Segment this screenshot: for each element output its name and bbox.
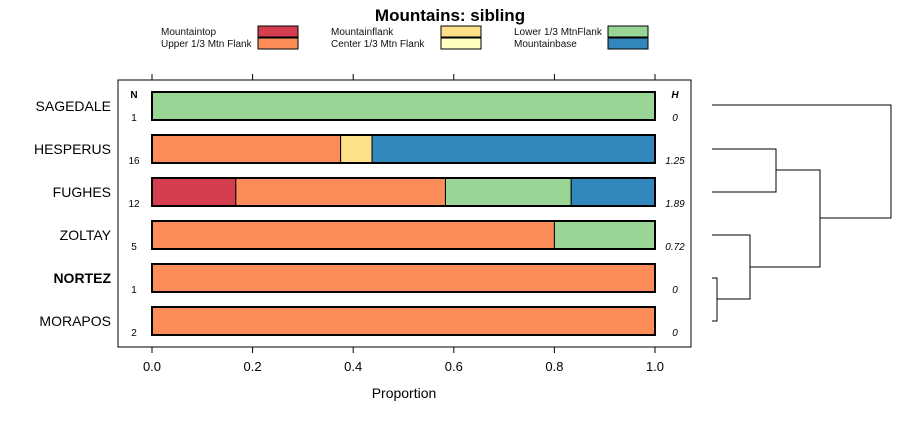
bar-outline bbox=[151, 220, 656, 250]
dendrogram bbox=[712, 104, 892, 322]
bar-segment bbox=[151, 306, 656, 336]
row-label-zoltay: ZOLTAY bbox=[60, 227, 112, 243]
bar-outline bbox=[151, 91, 656, 121]
x-tick-label: 1.0 bbox=[646, 359, 664, 374]
legend-swatch-lower-1-3-mtnflank bbox=[607, 25, 649, 38]
bar-segment bbox=[151, 91, 656, 121]
legend-swatch-mountainflank bbox=[440, 25, 482, 38]
row-label-nortez: NORTEZ bbox=[53, 270, 111, 286]
row-label-fughes: FUGHES bbox=[53, 184, 111, 200]
bar-segment bbox=[553, 220, 656, 250]
x-tick-label: 0.2 bbox=[244, 359, 262, 374]
bar-row-nortez bbox=[151, 263, 656, 293]
n-header: N bbox=[130, 90, 137, 101]
x-tick-label: 0.4 bbox=[344, 359, 362, 374]
legend-label-mountainflank: Mountainflank bbox=[331, 27, 394, 38]
x-axis-title: Proportion bbox=[372, 385, 437, 401]
row-label-morapos: MORAPOS bbox=[39, 313, 111, 329]
legend-swatch-center-1-3-mtn-flank bbox=[440, 37, 482, 50]
row-label-sagedale: SAGEDALE bbox=[36, 98, 111, 114]
x-tick-label: 0.8 bbox=[545, 359, 563, 374]
row-h-value: 0 bbox=[672, 285, 678, 296]
bar-segment bbox=[340, 134, 373, 164]
bar-segment bbox=[570, 177, 656, 207]
dendrogram-branch-zoltay-cluster bbox=[712, 234, 751, 300]
bar-outline bbox=[151, 306, 656, 336]
bar-segment bbox=[151, 220, 555, 250]
bar-segment bbox=[151, 177, 237, 207]
bar-outline bbox=[151, 134, 656, 164]
legend-label-lower-1-3-mtnflank: Lower 1/3 MtnFlank bbox=[514, 27, 603, 38]
bar-segment bbox=[444, 177, 572, 207]
row-h-value: 1.89 bbox=[665, 199, 685, 210]
legend-label-upper-1-3-mtn-flank: Upper 1/3 Mtn Flank bbox=[161, 39, 253, 50]
x-tick-label: 0.6 bbox=[445, 359, 463, 374]
h-header: H bbox=[671, 90, 679, 101]
row-h-value: 0.72 bbox=[665, 242, 685, 253]
legend-label-mountaintop: Mountaintop bbox=[161, 27, 216, 38]
row-n-value: 5 bbox=[131, 242, 137, 253]
dendrogram-branch-hesperus-fughes bbox=[712, 148, 777, 193]
x-tick-label: 0.0 bbox=[143, 359, 161, 374]
row-n-value: 2 bbox=[131, 328, 137, 339]
dendrogram-branch-nortez-morapos bbox=[712, 277, 718, 322]
bar-outline bbox=[151, 263, 656, 293]
row-n-value: 12 bbox=[128, 199, 140, 210]
bar-row-fughes bbox=[151, 177, 656, 207]
bar-row-hesperus bbox=[151, 134, 656, 164]
chart-title: Mountains: sibling bbox=[375, 6, 525, 25]
top-axis-ticks bbox=[151, 74, 656, 80]
legend-swatch-upper-1-3-mtn-flank bbox=[257, 37, 299, 50]
row-h-value: 0 bbox=[672, 328, 678, 339]
bar-segment bbox=[371, 134, 656, 164]
dendrogram-branch-mid bbox=[750, 169, 821, 268]
row-label-hesperus: HESPERUS bbox=[34, 141, 111, 157]
legend-label-center-1-3-mtn-flank: Center 1/3 Mtn Flank bbox=[331, 39, 425, 50]
bars bbox=[151, 91, 656, 336]
bar-row-sagedale bbox=[151, 91, 656, 121]
dendrogram-branch-root bbox=[712, 104, 892, 219]
bar-row-zoltay bbox=[151, 220, 656, 250]
legend-swatch-mountaintop bbox=[257, 25, 299, 38]
bar-outline bbox=[151, 177, 656, 207]
x-axis: 0.0 0.2 0.4 0.6 0.8 1.0 bbox=[143, 347, 664, 374]
bar-row-morapos bbox=[151, 306, 656, 336]
row-h-value: 0 bbox=[672, 113, 678, 124]
bar-segment bbox=[151, 134, 342, 164]
legend-swatch-mountainbase bbox=[607, 37, 649, 50]
plot-frame bbox=[117, 79, 692, 348]
bar-segment bbox=[235, 177, 446, 207]
row-n-value: 1 bbox=[131, 285, 137, 296]
bar-segment bbox=[151, 263, 656, 293]
row-n-value: 16 bbox=[128, 156, 140, 167]
row-h-value: 1.25 bbox=[665, 156, 685, 167]
row-n-value: 1 bbox=[131, 113, 137, 124]
legend-label-mountainbase: Mountainbase bbox=[514, 39, 577, 50]
